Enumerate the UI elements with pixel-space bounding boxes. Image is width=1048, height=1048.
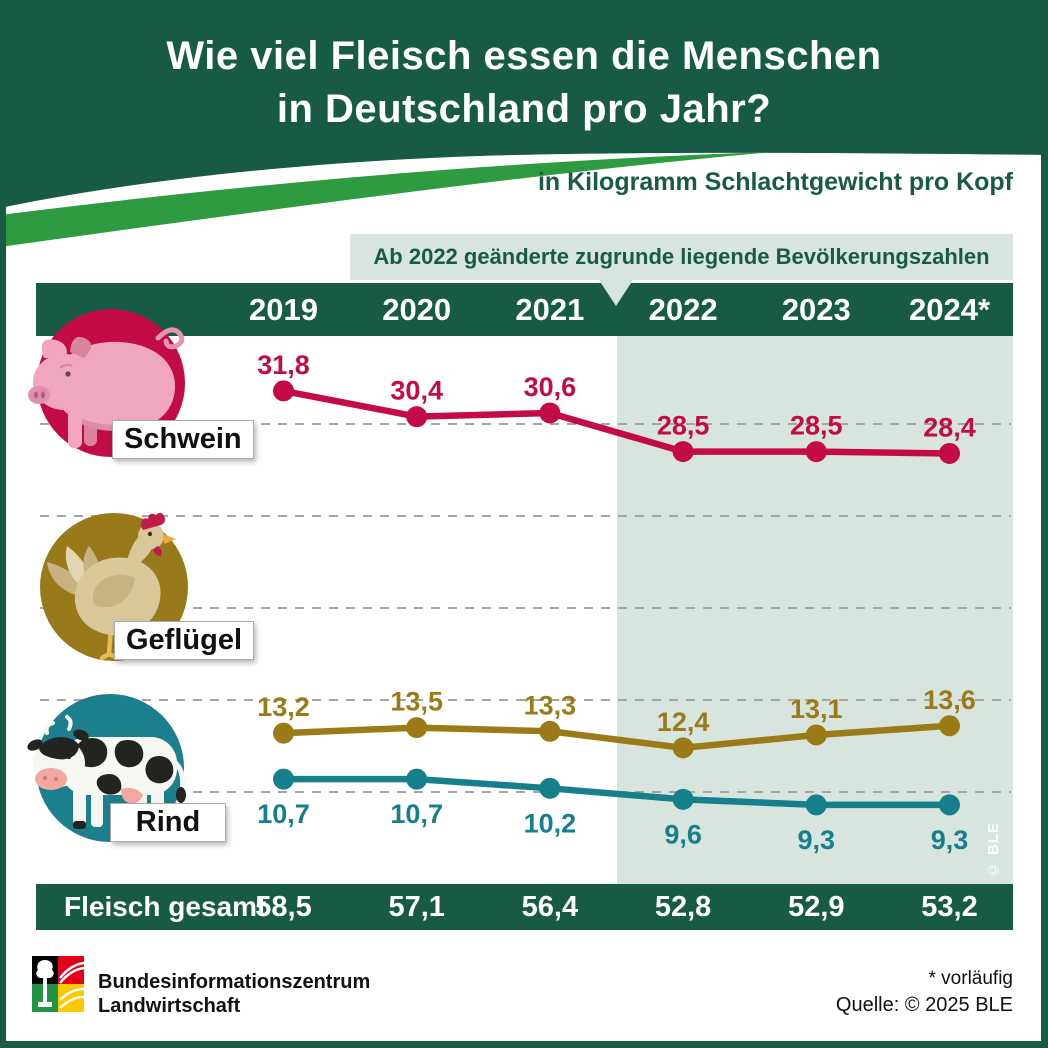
year-label-2022: 2022 (648, 292, 718, 327)
point-Geflügel-2022 (672, 737, 694, 759)
frame-border-left (0, 0, 6, 1048)
org-line-1: Bundesinformationszentrum (98, 971, 371, 993)
note-band-notch (599, 280, 633, 306)
totals-band: Fleisch gesamt 58,5 57,1 56,4 52,8 52,9 … (36, 884, 1013, 930)
page-title: Wie viel Fleisch essen die Menschen in D… (0, 30, 1048, 136)
point-Geflügel-2024* (939, 715, 960, 737)
value-Rind-2022: 9,6 (664, 819, 702, 849)
value-Rind-2021: 10,2 (524, 808, 577, 838)
source-credit: Quelle: © 2025 BLE (835, 994, 1013, 1016)
biz-landwirtschaft-logo (32, 956, 84, 1012)
point-Geflügel-2019 (273, 722, 294, 744)
value-Rind-2023: 9,3 (798, 825, 836, 855)
population-note-band: Ab 2022 geänderte zugrunde liegende Bevö… (350, 234, 1013, 280)
value-Schwein-2023: 28,5 (790, 411, 843, 441)
chart-subtitle: in Kilogramm Schlachtgewicht pro Kopf (537, 168, 1013, 196)
point-Geflügel-2023 (805, 724, 827, 746)
value-Schwein-2020: 30,4 (390, 376, 443, 406)
series-label-rind: Rind (110, 803, 226, 842)
total-2023: 52,9 (788, 891, 845, 923)
point-Rind-2024* (939, 794, 960, 816)
point-Schwein-2022 (672, 441, 694, 463)
value-Schwein-2022: 28,5 (657, 411, 710, 441)
year-label-2019: 2019 (249, 292, 318, 327)
totals-label: Fleisch gesamt (64, 891, 267, 922)
series-label-schwein: Schwein (112, 420, 254, 459)
header-swoosh-graphic (0, 0, 1048, 247)
point-Geflügel-2020 (406, 717, 428, 739)
value-Geflügel-2019: 13,2 (257, 692, 310, 722)
point-Schwein-2021 (539, 402, 561, 424)
line-Rind (280, 775, 953, 809)
point-Geflügel-2021 (539, 720, 561, 742)
year-label-2023: 2023 (781, 292, 851, 327)
value-Geflügel-2021: 13,3 (524, 690, 577, 720)
ble-watermark: © BLE (985, 822, 1002, 879)
value-Rind-2024*: 9,3 (931, 825, 969, 855)
year-label-2021: 2021 (515, 292, 585, 327)
year-label-2020: 2020 (382, 292, 452, 327)
line-chart: 31,8 30,4 30,6 28,5 28,5 28,4 13,2 13,5 13,3 12,4… (40, 350, 1011, 855)
point-Schwein-2024* (939, 442, 960, 464)
value-Schwein-2019: 31,8 (257, 350, 310, 380)
value-Geflügel-2023: 13,1 (790, 694, 843, 724)
frame-border-bottom (0, 1041, 1048, 1048)
value-Schwein-2024*: 28,4 (923, 412, 976, 442)
preliminary-footnote: * vorläufig (928, 968, 1014, 989)
value-Schwein-2021: 30,6 (524, 372, 577, 402)
point-Schwein-2019 (273, 380, 294, 402)
frame-border-right (1041, 0, 1048, 1048)
title-line-1: Wie viel Fleisch essen die Menschen (166, 34, 882, 78)
value-Rind-2019: 10,7 (257, 799, 310, 829)
point-Rind-2023 (805, 794, 827, 816)
line-Schwein (280, 387, 953, 457)
point-Rind-2020 (406, 768, 428, 790)
total-2019: 58,5 (255, 891, 312, 923)
point-Rind-2022 (672, 788, 694, 810)
title-line-2: in Deutschland pro Jahr? (276, 87, 772, 132)
value-Geflügel-2024*: 13,6 (923, 685, 976, 715)
point-Rind-2019 (273, 768, 294, 790)
year-header-band: 2019 2020 2021 2022 2023 2024* (36, 283, 1013, 336)
year-label-2024: 2024* (908, 292, 991, 327)
point-Schwein-2023 (805, 441, 827, 463)
point-Schwein-2020 (406, 406, 428, 428)
total-2020: 57,1 (388, 891, 445, 923)
total-2024: 53,2 (921, 891, 978, 923)
value-Rind-2020: 10,7 (390, 799, 443, 829)
total-2022: 52,8 (654, 891, 712, 923)
total-2021: 56,4 (521, 891, 579, 923)
line-Geflügel (280, 722, 953, 752)
organization-name: Bundesinformationszentrum Landwirtschaft (98, 971, 370, 1018)
value-Geflügel-2020: 13,5 (390, 687, 443, 717)
point-Rind-2021 (539, 777, 561, 799)
series-label-gefluegel: Geflügel (114, 621, 255, 660)
value-Geflügel-2022: 12,4 (657, 707, 710, 737)
org-line-2: Landwirtschaft (98, 994, 241, 1017)
